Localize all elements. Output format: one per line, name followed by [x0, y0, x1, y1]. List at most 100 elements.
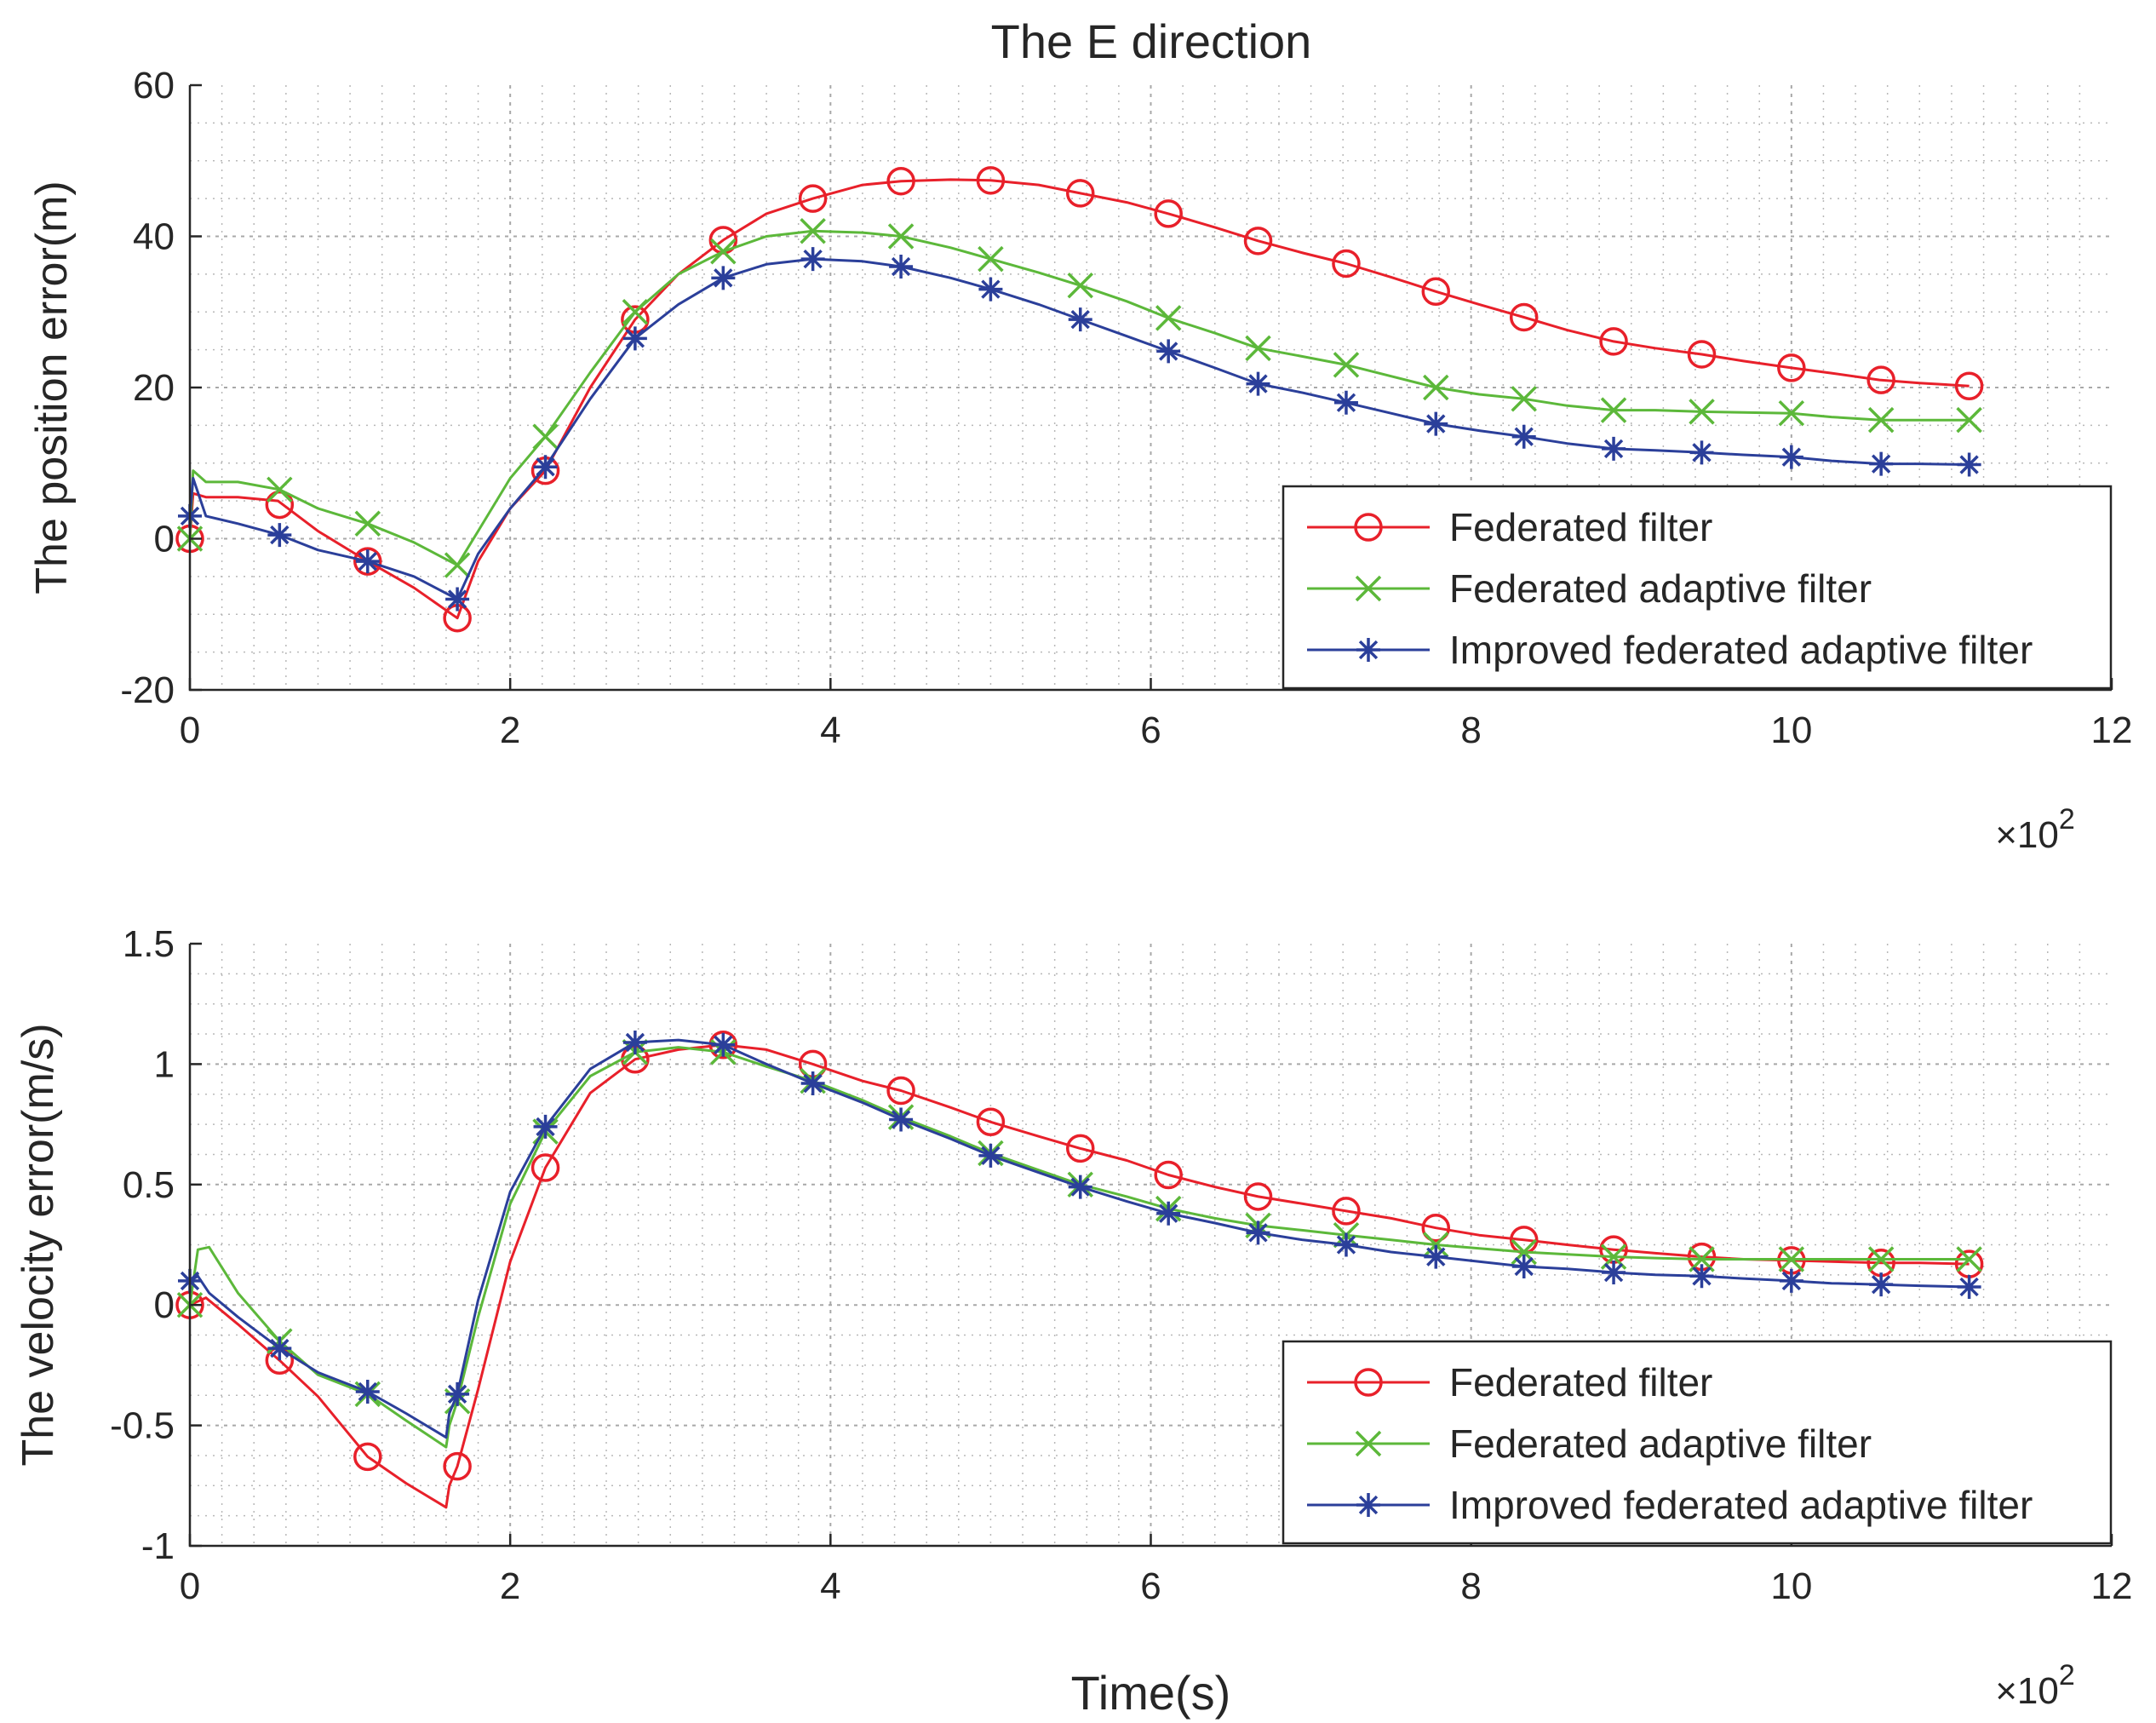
data-point [355, 1380, 380, 1404]
series-2 [176, 218, 1982, 578]
data-point [1424, 1244, 1448, 1269]
data-point [1421, 1213, 1451, 1243]
y-axis-label: The velocity error(m/s) [14, 1023, 63, 1466]
x-exponent-label: ×102 [1995, 1659, 2075, 1712]
data-point [1689, 1264, 1714, 1289]
x-axis-label: Time(s) [1071, 1666, 1231, 1720]
data-point [1956, 406, 1982, 434]
data-point [1068, 307, 1092, 332]
data-point [622, 299, 649, 325]
data-point [353, 547, 382, 576]
grid [190, 944, 2112, 1546]
data-point [1511, 386, 1537, 412]
data-point [267, 476, 293, 503]
y-tick-label: -20 [120, 669, 175, 711]
data-point [1511, 424, 1536, 449]
data-point [1866, 365, 1895, 394]
data-point [800, 247, 825, 272]
data-point [711, 1032, 736, 1057]
data-point [353, 1442, 382, 1472]
y-tick-label: 1 [154, 1043, 175, 1085]
chart-panel-2: 0 2 4 6 8 10 12 -1 -0.5 0 0.5 1 1.5 ×102 The velocity … [14, 923, 2132, 1720]
data-point [1869, 1272, 1894, 1297]
legend-label: Federated filter [1449, 1360, 1712, 1404]
y-tick-label: 0 [154, 519, 175, 560]
legend-label: Improved federated adaptive filter [1449, 1483, 2033, 1527]
data-point [1779, 1268, 1803, 1293]
data-point [1689, 440, 1714, 465]
x-tick-label: 0 [180, 709, 200, 751]
data-point [1599, 327, 1628, 356]
y-tick-label: 40 [133, 216, 175, 258]
legend-item: Improved federated adaptive filter [1307, 1483, 2033, 1527]
data-point [1333, 1232, 1358, 1257]
data-point [1957, 1274, 1981, 1299]
x-tick-label: 12 [2091, 1565, 2133, 1607]
data-point [267, 1336, 292, 1361]
data-point [1155, 305, 1182, 331]
y-axis-label: The position error(m) [27, 181, 77, 594]
series-1 [175, 166, 1984, 633]
series-line [189, 1043, 1970, 1509]
legend-label: Federated adaptive filter [1449, 1421, 1872, 1466]
data-point [1245, 335, 1271, 362]
data-point [1243, 227, 1273, 256]
data-point [976, 1107, 1006, 1137]
series-line [188, 229, 1970, 567]
legend: Federated filter Federated adaptive filte… [1282, 1340, 2113, 1545]
x-tick-label: 8 [1460, 1565, 1481, 1607]
legend-marker [1356, 638, 1380, 662]
x-tick-label: 4 [820, 1565, 840, 1607]
series-line [188, 257, 1970, 600]
series-line [188, 178, 1970, 620]
x-tick-label: 8 [1460, 709, 1481, 751]
y-tick-label: 0 [154, 1284, 175, 1326]
legend-label: Federated adaptive filter [1449, 566, 1872, 611]
data-point [1421, 277, 1451, 307]
data-point [887, 223, 915, 250]
data-point [1511, 1254, 1536, 1278]
data-point [976, 166, 1006, 195]
legend-marker [1354, 1368, 1383, 1397]
data-point [1332, 1197, 1361, 1226]
data-point [354, 510, 381, 537]
y-tick-label: 20 [133, 367, 175, 409]
data-point [978, 1143, 1003, 1168]
y-tick-label: -1 [141, 1525, 175, 1567]
data-point [1423, 1232, 1449, 1258]
data-point [1689, 399, 1715, 425]
data-point [1333, 390, 1358, 415]
x-tick-label: 6 [1140, 1565, 1161, 1607]
data-point [1600, 397, 1627, 423]
data-point [1867, 406, 1895, 434]
x-tick-label: 2 [500, 1565, 520, 1607]
legend-item: Federated filter [1307, 505, 1712, 549]
data-point [533, 1114, 558, 1139]
x-tick-label: 10 [1770, 709, 1812, 751]
data-point [1687, 340, 1717, 369]
data-point [1602, 436, 1626, 461]
data-point [1778, 1246, 1805, 1272]
data-point [978, 277, 1003, 302]
data-point [1065, 179, 1095, 208]
data-point [710, 238, 737, 265]
data-point [708, 1031, 738, 1060]
data-point [622, 326, 647, 351]
data-point [530, 1153, 560, 1182]
y-tick-label: -0.5 [110, 1405, 175, 1447]
data-point [532, 423, 559, 450]
data-point [355, 549, 380, 574]
data-point [798, 184, 828, 213]
legend-item: Improved federated adaptive filter [1307, 628, 2033, 672]
legend-marker [1355, 1430, 1382, 1457]
data-point [1246, 1220, 1270, 1245]
data-point [1154, 1160, 1183, 1190]
legend-item: Federated adaptive filter [1307, 566, 1872, 611]
data-point [267, 523, 292, 548]
legend-box [1282, 485, 2113, 690]
legend: Federated filter Federated adaptive filte… [1282, 485, 2113, 690]
figure-title: The E direction [991, 14, 1312, 68]
data-point [886, 166, 915, 196]
